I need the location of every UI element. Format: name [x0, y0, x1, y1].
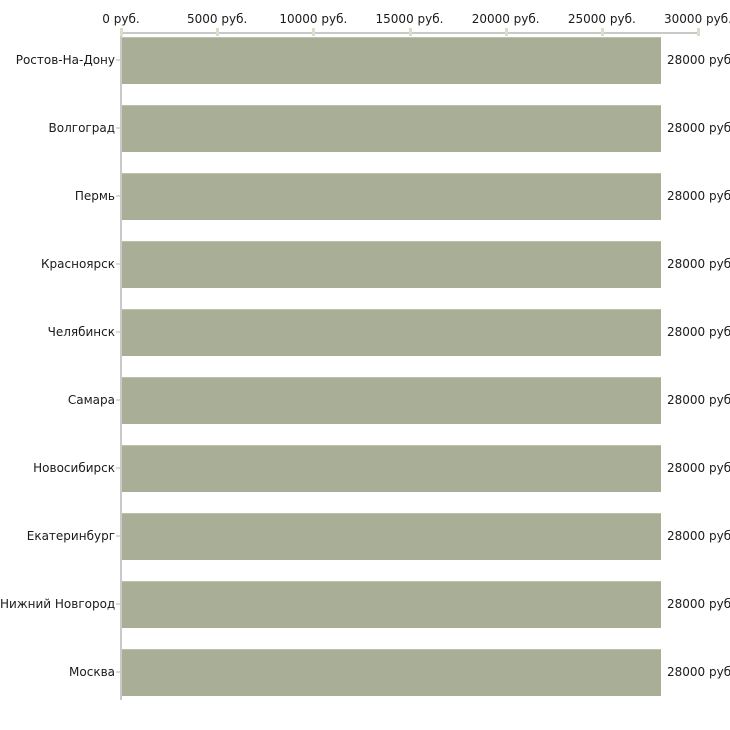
bar [122, 105, 661, 152]
bar [122, 37, 661, 84]
category-label: Пермь [74, 189, 115, 203]
y-axis-line [120, 32, 122, 700]
category-tick-mark [116, 399, 120, 401]
bar [122, 649, 661, 696]
category-tick-mark [116, 535, 120, 537]
category-tick-mark [116, 603, 120, 605]
x-axis-tick-mark [312, 28, 316, 36]
category-label: Москва [69, 665, 115, 679]
value-label: 28000 руб. [667, 121, 730, 135]
x-axis-tick-label: 15000 руб. [375, 12, 444, 26]
bar [122, 173, 661, 220]
category-label: Екатеринбург [26, 529, 115, 543]
value-label: 28000 руб. [667, 53, 730, 67]
x-axis-tick-mark [600, 28, 604, 36]
category-tick-mark [116, 127, 120, 129]
category-label: Новосибирск [33, 461, 115, 475]
value-label: 28000 руб. [667, 597, 730, 611]
x-axis-tick-label: 0 руб. [102, 12, 140, 26]
category-tick-mark [116, 331, 120, 333]
x-axis-tick-label: 30000 руб. [664, 12, 730, 26]
bar [122, 377, 661, 424]
value-label: 28000 руб. [667, 189, 730, 203]
x-axis-tick-label: 25000 руб. [567, 12, 636, 26]
category-tick-mark [116, 59, 120, 61]
x-axis-tick-label: 20000 руб. [471, 12, 540, 26]
value-label: 28000 руб. [667, 393, 730, 407]
category-label: Ростов-На-Дону [15, 53, 115, 67]
category-tick-mark [116, 671, 120, 673]
x-axis-tick-mark [408, 28, 412, 36]
category-label: Нижний Новгород [0, 597, 116, 611]
value-label: 28000 руб. [667, 665, 730, 679]
x-axis-tick-mark [697, 28, 700, 36]
bar [122, 445, 661, 492]
bar [122, 513, 661, 560]
x-axis-tick-label: 5000 руб. [187, 12, 248, 26]
category-tick-mark [116, 195, 120, 197]
category-tick-mark [116, 467, 120, 469]
x-axis-tick-label: 10000 руб. [279, 12, 348, 26]
category-label: Челябинск [47, 325, 115, 339]
value-label: 28000 руб. [667, 325, 730, 339]
bar [122, 581, 661, 628]
category-tick-mark [116, 263, 120, 265]
value-label: 28000 руб. [667, 529, 730, 543]
value-label: 28000 руб. [667, 461, 730, 475]
category-label: Красноярск [41, 257, 115, 271]
x-axis-tick-mark [216, 28, 220, 36]
category-label: Самара [67, 393, 115, 407]
bar [122, 241, 661, 288]
bar [122, 309, 661, 356]
x-axis-tick-mark [504, 28, 508, 36]
category-label: Волгоград [48, 121, 115, 135]
value-label: 28000 руб. [667, 257, 730, 271]
x-axis-tick-mark [120, 28, 123, 36]
